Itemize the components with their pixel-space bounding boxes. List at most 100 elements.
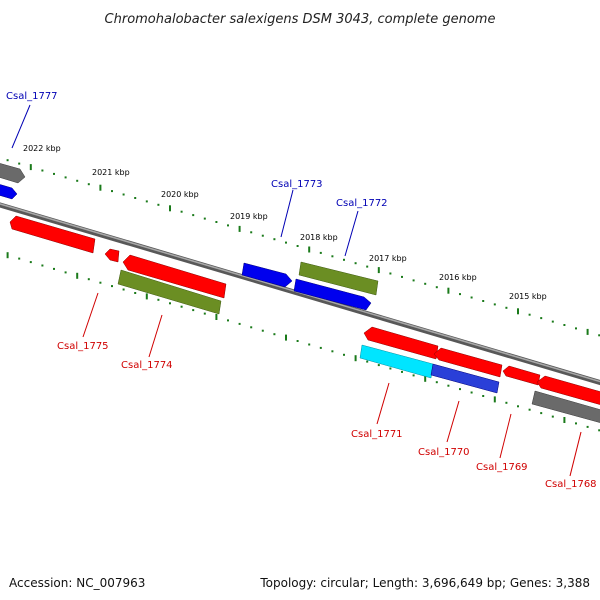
scale-tick bbox=[412, 374, 415, 377]
gene-arrow[interactable] bbox=[0, 162, 26, 184]
scale-tick bbox=[145, 200, 148, 203]
tick-label: 2017 kbp bbox=[369, 254, 407, 263]
gene-label[interactable]: Csal_1771 bbox=[351, 429, 403, 440]
scale-tick bbox=[493, 396, 496, 403]
scale-tick bbox=[122, 288, 125, 291]
scale-tick bbox=[18, 162, 21, 165]
gene-arrow[interactable] bbox=[363, 326, 439, 360]
scale-tick bbox=[41, 169, 44, 172]
scale-tick bbox=[586, 425, 589, 428]
scale-tick bbox=[273, 238, 276, 241]
gene-arrow-csal-1770[interactable] bbox=[430, 363, 500, 394]
gene-label[interactable]: Csal_1773 bbox=[271, 179, 323, 190]
gene-label[interactable]: Csal_1775 bbox=[57, 341, 109, 352]
scale-tick bbox=[192, 214, 195, 217]
gene-arrow-csal-1775[interactable] bbox=[9, 215, 96, 254]
scale-tick bbox=[447, 287, 450, 294]
scale-tick bbox=[517, 308, 519, 315]
scale-tick bbox=[551, 320, 554, 323]
scale-tick bbox=[180, 305, 183, 308]
gene-arrow[interactable] bbox=[298, 261, 379, 296]
scale-tick bbox=[215, 221, 218, 223]
scale-tick bbox=[296, 340, 299, 342]
gene-arrow-csal-1768[interactable] bbox=[531, 390, 600, 424]
scale-tick bbox=[517, 405, 519, 408]
tick-label: 2016 kbp bbox=[439, 273, 477, 282]
map-title: Chromohalobacter salexigens DSM 3043, co… bbox=[105, 12, 496, 27]
gene-arrow-csal-1771[interactable] bbox=[359, 344, 434, 379]
scale-tick bbox=[6, 252, 9, 259]
scale-tick bbox=[377, 267, 380, 274]
scale-tick bbox=[459, 388, 461, 391]
scale-tick bbox=[169, 205, 171, 212]
scale-tick bbox=[122, 193, 125, 196]
scale-tick bbox=[528, 313, 531, 316]
label-leaders bbox=[11, 104, 582, 477]
scale-tick bbox=[76, 179, 79, 182]
scale-tick bbox=[482, 300, 485, 302]
scale-tick bbox=[180, 210, 183, 213]
gene-arrow[interactable] bbox=[433, 347, 503, 378]
scale-tick bbox=[99, 184, 102, 191]
scale-tick bbox=[575, 422, 577, 425]
scale-tick bbox=[331, 255, 334, 258]
scale-tick bbox=[273, 333, 276, 336]
scale-tick bbox=[493, 303, 496, 306]
scale-tick bbox=[343, 258, 345, 261]
scale-tick bbox=[540, 317, 543, 320]
scale-tick bbox=[424, 375, 427, 382]
reverse-strand bbox=[9, 215, 600, 424]
tick-label: 2021 kbp bbox=[92, 168, 130, 177]
scale-tick bbox=[424, 282, 427, 285]
scale-tick bbox=[366, 265, 369, 268]
scale-tick bbox=[435, 381, 438, 384]
scale-tick bbox=[470, 391, 473, 394]
scale-tick bbox=[250, 326, 253, 329]
gene-label[interactable]: Csal_1777 bbox=[6, 91, 58, 102]
scale-tick bbox=[319, 251, 322, 254]
scale-tick bbox=[285, 334, 287, 341]
gene-arrow[interactable] bbox=[122, 254, 227, 299]
scale-tick bbox=[343, 353, 345, 356]
scale-tick bbox=[354, 355, 357, 362]
scale-tick bbox=[470, 296, 473, 299]
scale-tick bbox=[296, 245, 299, 247]
scale-tick bbox=[366, 360, 369, 363]
gene-arrow-csal-1773[interactable] bbox=[241, 262, 293, 288]
scale-ticks bbox=[6, 159, 600, 432]
gene-label[interactable]: Csal_1772 bbox=[336, 198, 388, 209]
scale-tick bbox=[540, 412, 543, 415]
tick-label: 2019 kbp bbox=[230, 212, 268, 221]
scale-tick bbox=[377, 364, 380, 367]
scale-tick bbox=[29, 164, 32, 171]
scale-tick bbox=[157, 203, 160, 206]
scale-tick bbox=[459, 293, 461, 296]
gene-arrow-csal-1777[interactable] bbox=[0, 183, 18, 200]
scale-tick bbox=[563, 324, 566, 326]
scale-tick bbox=[64, 176, 67, 179]
scale-tick bbox=[389, 272, 392, 275]
scale-tick bbox=[447, 384, 450, 387]
gene-label[interactable]: Csal_1770 bbox=[418, 447, 470, 458]
scale-tick bbox=[598, 429, 600, 432]
scale-tick bbox=[319, 346, 322, 349]
genome-backbone bbox=[0, 202, 600, 386]
gene-arrow[interactable] bbox=[104, 248, 120, 263]
tick-label: 2020 kbp bbox=[161, 190, 199, 199]
scale-tick bbox=[238, 225, 241, 232]
scale-tick bbox=[238, 322, 241, 325]
gene-label[interactable]: Csal_1769 bbox=[476, 462, 528, 473]
scale-tick bbox=[215, 314, 218, 320]
scale-tick bbox=[53, 172, 55, 175]
gene-arrow-csal-1769[interactable] bbox=[502, 365, 541, 386]
gene-arrow-csal-1772[interactable] bbox=[293, 278, 372, 311]
scale-tick bbox=[145, 293, 148, 300]
tick-label: 2018 kbp bbox=[300, 233, 338, 242]
gene-label[interactable]: Csal_1774 bbox=[121, 360, 173, 371]
gene-label[interactable]: Csal_1768 bbox=[545, 479, 597, 490]
gene-arrow-csal-1774[interactable] bbox=[117, 269, 222, 315]
gene-arrow[interactable] bbox=[536, 375, 600, 406]
scale-tick bbox=[575, 327, 577, 330]
scale-tick bbox=[551, 415, 554, 418]
scale-tick bbox=[261, 329, 264, 332]
